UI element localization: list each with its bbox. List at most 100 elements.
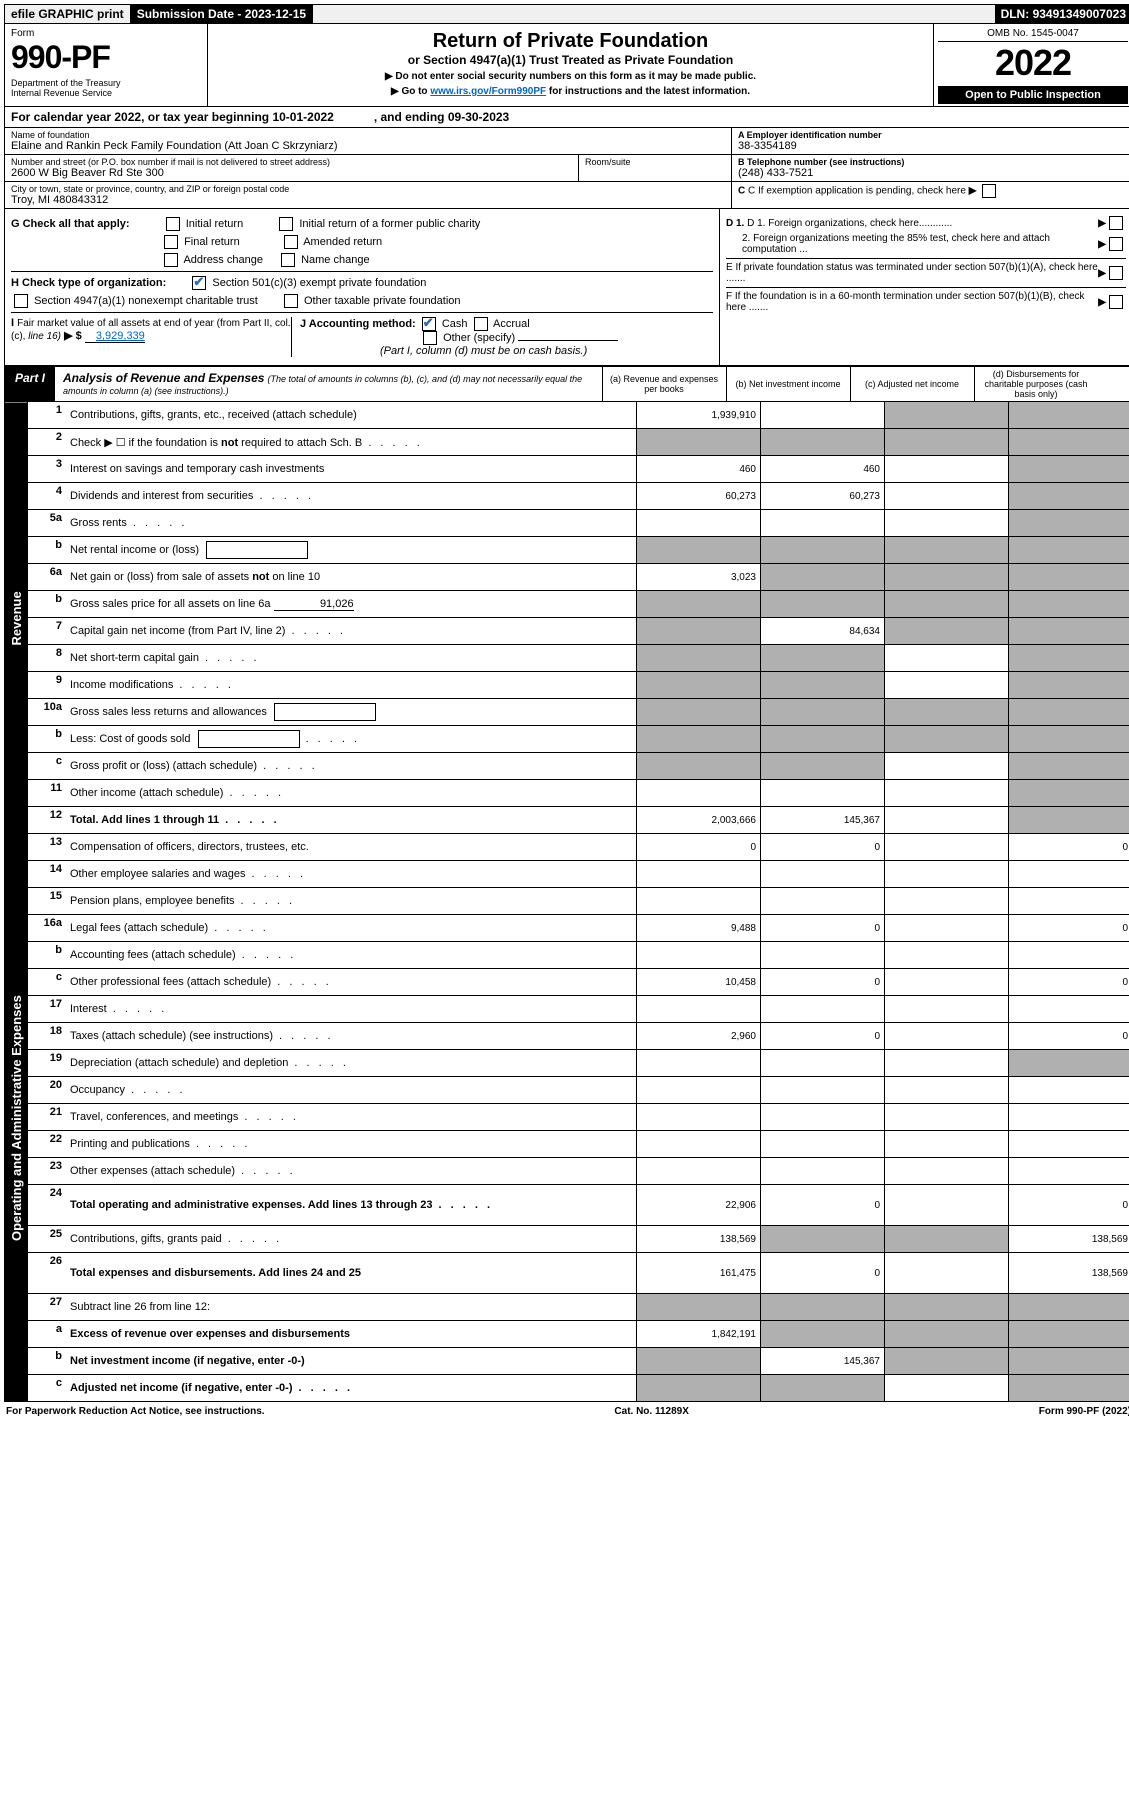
line-description: Other employee salaries and wages . . . … xyxy=(66,861,637,888)
amount-cell xyxy=(885,1185,1009,1226)
line-number: 21 xyxy=(28,1104,67,1131)
h-4947[interactable] xyxy=(14,294,28,308)
h-other-taxable[interactable] xyxy=(284,294,298,308)
table-row: 16aLegal fees (attach schedule) . . . . … xyxy=(5,915,1129,942)
amount-cell xyxy=(1009,726,1129,753)
amount-cell xyxy=(1009,753,1129,780)
line-description: Total. Add lines 1 through 11 . . . . . xyxy=(66,807,637,834)
table-row: 22Printing and publications . . . . . xyxy=(5,1131,1129,1158)
amount-cell xyxy=(761,510,885,537)
table-row: Revenue1Contributions, gifts, grants, et… xyxy=(5,402,1129,429)
line-description: Net short-term capital gain . . . . . xyxy=(66,645,637,672)
amount-cell xyxy=(637,780,761,807)
amount-cell xyxy=(761,726,885,753)
amount-cell xyxy=(1009,861,1129,888)
j-accrual[interactable] xyxy=(474,317,488,331)
j-other[interactable] xyxy=(423,331,437,345)
amount-cell xyxy=(1009,402,1129,429)
amount-cell xyxy=(1009,807,1129,834)
part1-badge: Part I xyxy=(5,367,55,401)
amount-cell xyxy=(637,1294,761,1321)
table-row: bNet investment income (if negative, ent… xyxy=(5,1348,1129,1375)
ein-cell: A Employer identification number 38-3354… xyxy=(732,128,1129,155)
line-number: b xyxy=(28,537,67,564)
amount-cell xyxy=(1009,645,1129,672)
table-row: cOther professional fees (attach schedul… xyxy=(5,969,1129,996)
footer-left: For Paperwork Reduction Act Notice, see … xyxy=(6,1406,265,1417)
amount-cell xyxy=(1009,780,1129,807)
table-row: 20Occupancy . . . . . xyxy=(5,1077,1129,1104)
amount-cell xyxy=(1009,429,1129,456)
amount-cell xyxy=(637,618,761,645)
line-number: 11 xyxy=(28,780,67,807)
table-row: 19Depreciation (attach schedule) and dep… xyxy=(5,1050,1129,1077)
line-description: Depreciation (attach schedule) and deple… xyxy=(66,1050,637,1077)
efile-label: efile GRAPHIC print xyxy=(5,5,131,23)
amount-cell xyxy=(637,672,761,699)
amount-cell xyxy=(1009,1158,1129,1185)
table-row: Operating and Administrative Expenses13C… xyxy=(5,834,1129,861)
fmv-value[interactable]: 3,929,339 xyxy=(85,330,145,343)
amount-cell: 0 xyxy=(1009,1185,1129,1226)
line-description: Capital gain net income (from Part IV, l… xyxy=(66,618,637,645)
col-d-header: (d) Disbursements for charitable purpose… xyxy=(974,367,1098,401)
amount-cell xyxy=(885,456,1009,483)
g-row: G Check all that apply: Initial return I… xyxy=(11,217,713,231)
e-checkbox[interactable] xyxy=(1109,266,1123,280)
amount-cell xyxy=(1009,537,1129,564)
line-description: Subtract line 26 from line 12: xyxy=(66,1294,637,1321)
g-address-change[interactable] xyxy=(164,253,178,267)
amount-cell xyxy=(885,996,1009,1023)
amount-cell xyxy=(761,1294,885,1321)
line-description: Total expenses and disbursements. Add li… xyxy=(66,1253,637,1294)
amount-cell xyxy=(885,1375,1009,1402)
revenue-side-label: Revenue xyxy=(5,402,28,834)
line-number: 22 xyxy=(28,1131,67,1158)
amount-cell: 0 xyxy=(1009,1023,1129,1050)
table-row: cGross profit or (loss) (attach schedule… xyxy=(5,753,1129,780)
line-description: Contributions, gifts, grants paid . . . … xyxy=(66,1226,637,1253)
d2-checkbox[interactable] xyxy=(1109,237,1123,251)
c-checkbox[interactable] xyxy=(982,184,996,198)
amount-cell: 460 xyxy=(761,456,885,483)
j-cash[interactable] xyxy=(422,317,436,331)
table-row: 14Other employee salaries and wages . . … xyxy=(5,861,1129,888)
amount-cell xyxy=(885,429,1009,456)
irs-link[interactable]: www.irs.gov/Form990PF xyxy=(430,86,546,97)
d1-checkbox[interactable] xyxy=(1109,216,1123,230)
line-number: 14 xyxy=(28,861,67,888)
line-number: 19 xyxy=(28,1050,67,1077)
line-number: c xyxy=(28,753,67,780)
table-row: 4Dividends and interest from securities … xyxy=(5,483,1129,510)
amount-cell xyxy=(1009,672,1129,699)
line-description: Legal fees (attach schedule) . . . . . xyxy=(66,915,637,942)
amount-cell xyxy=(761,591,885,618)
g-name-change[interactable] xyxy=(281,253,295,267)
amount-cell: 0 xyxy=(1009,834,1129,861)
h-row-2: Section 4947(a)(1) nonexempt charitable … xyxy=(11,294,713,308)
footer-right: Form 990-PF (2022) xyxy=(1039,1406,1129,1417)
amount-cell xyxy=(761,888,885,915)
telephone-cell: B Telephone number (see instructions) (2… xyxy=(732,155,1129,182)
f-checkbox[interactable] xyxy=(1109,295,1123,309)
amount-cell: 10,458 xyxy=(637,969,761,996)
g-amended[interactable] xyxy=(284,235,298,249)
form-word: Form xyxy=(11,28,201,39)
amount-cell: 60,273 xyxy=(637,483,761,510)
line-number: a xyxy=(28,1321,67,1348)
line-number: 25 xyxy=(28,1226,67,1253)
amount-cell xyxy=(885,861,1009,888)
g-initial-return[interactable] xyxy=(166,217,180,231)
amount-cell xyxy=(1009,699,1129,726)
g-final-return[interactable] xyxy=(164,235,178,249)
dept-treasury: Department of the Treasury Internal Reve… xyxy=(11,78,201,98)
g-row-2: Final return Amended return xyxy=(161,235,713,249)
amount-cell: 0 xyxy=(637,834,761,861)
amount-cell xyxy=(637,888,761,915)
amount-cell xyxy=(1009,1375,1129,1402)
expenses-side-label: Operating and Administrative Expenses xyxy=(5,834,28,1402)
amount-cell xyxy=(761,1375,885,1402)
line-description: Gross sales less returns and allowances xyxy=(66,699,637,726)
h-501c3[interactable] xyxy=(192,276,206,290)
g-initial-former[interactable] xyxy=(279,217,293,231)
